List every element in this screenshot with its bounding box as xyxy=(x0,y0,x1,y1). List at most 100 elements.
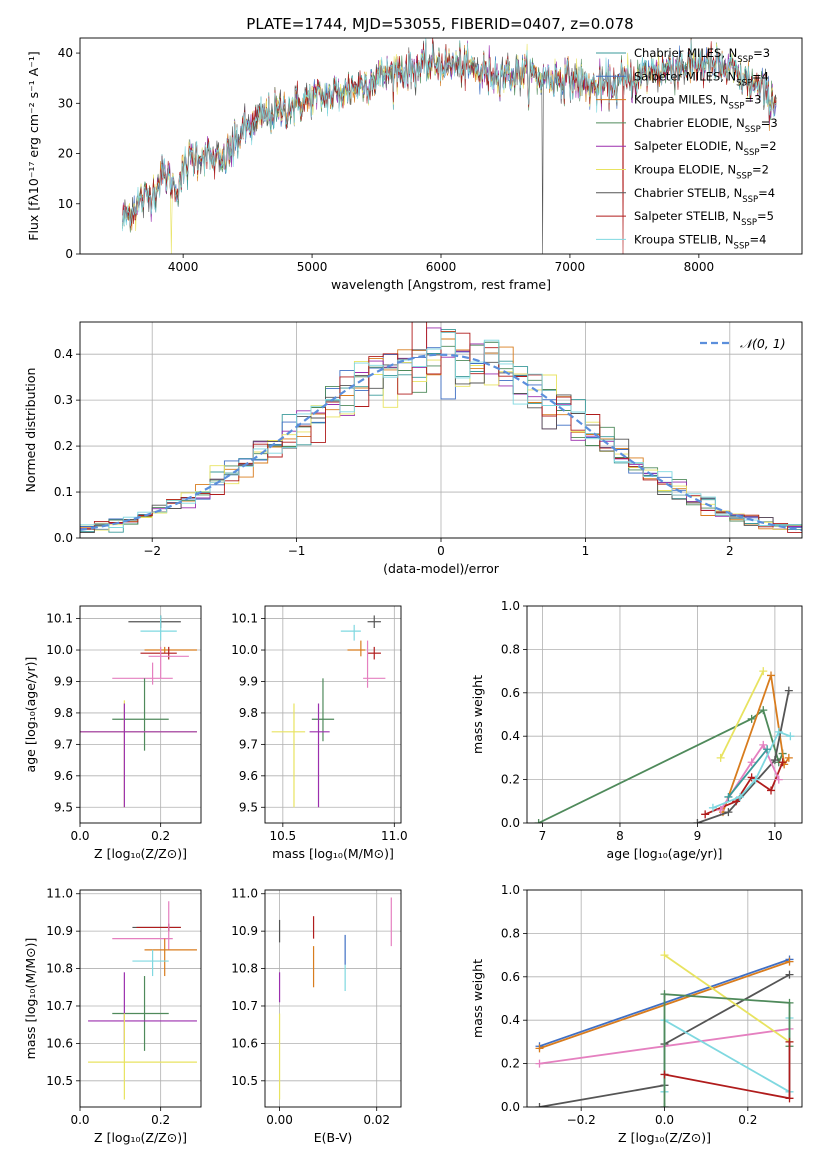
weight-marker xyxy=(660,990,669,999)
errorbar-point xyxy=(80,700,197,808)
weight-marker xyxy=(784,686,793,695)
errorbar-point xyxy=(112,901,173,950)
weight-series-line xyxy=(697,690,790,823)
y-tick-label: 0.6 xyxy=(501,970,520,984)
axes-frame xyxy=(526,889,803,1108)
axes-frame xyxy=(79,605,202,824)
y-tick-label: 40 xyxy=(58,46,73,60)
weight-marker xyxy=(767,671,776,680)
weight-series-line xyxy=(664,1041,791,1100)
plot-area xyxy=(535,951,794,1107)
weight-marker xyxy=(784,753,793,762)
x-tick-label: 0.02 xyxy=(363,1113,390,1127)
plot-area xyxy=(80,615,197,808)
weight-series-line xyxy=(538,708,784,823)
x-axis-label: mass [log₁₀(M/M⊙)] xyxy=(272,846,394,861)
weight-marker xyxy=(759,706,768,715)
errorbar-point xyxy=(140,615,177,641)
y-tick-label: 0.0 xyxy=(54,531,73,545)
y-tick-label: 0.4 xyxy=(501,1013,520,1027)
weight-series-line xyxy=(722,675,790,813)
y-axis-label: mass weight xyxy=(470,675,485,754)
plot-area xyxy=(80,322,802,533)
x-tick-label: 0.00 xyxy=(266,1113,293,1127)
weight-marker xyxy=(785,970,794,979)
y-tick-label: 9.8 xyxy=(54,706,73,720)
y-tick-label: 10 xyxy=(58,197,73,211)
plot-area xyxy=(271,615,386,808)
spectrum-line xyxy=(122,38,777,233)
y-tick-label: 0 xyxy=(65,247,73,261)
y-tick-label: 11.0 xyxy=(231,887,258,901)
y-tick-label: 10.8 xyxy=(46,962,73,976)
axes-frame xyxy=(79,889,202,1108)
x-tick-label: 0 xyxy=(437,544,445,558)
legend-label: Chabrier ELODIE, NSSP=3 xyxy=(634,116,778,135)
figure-title: PLATE=1744, MJD=53055, FIBERID=0407, z=0… xyxy=(246,15,633,33)
legend-entry: Salpeter ELODIE, NSSP=2 xyxy=(596,139,777,158)
y-tick-label: 10.0 xyxy=(231,643,258,657)
errorbar-point xyxy=(340,624,361,641)
panel-weight-vs-Z: −0.2 0.0 0.2 0.0 0.2 0.4 0.6 0.8 1.0 Z [log₁₀(Z/Z… xyxy=(470,883,803,1145)
x-tick-label: 4000 xyxy=(168,260,199,274)
weight-marker xyxy=(774,727,783,736)
errorbar-point xyxy=(128,615,181,629)
legend-entry: 𝒩(0, 1) xyxy=(700,336,786,351)
panel-weight-vs-age: 7 8 9 10 0.0 0.2 0.4 0.6 0.8 1.0 age [log₁₀(age/yr… xyxy=(470,599,803,861)
weight-marker xyxy=(770,756,779,765)
legend-label: Chabrier STELIB, NSSP=4 xyxy=(634,186,775,205)
x-tick-label: 8000 xyxy=(684,260,715,274)
weight-marker xyxy=(660,1103,669,1107)
y-tick-label: 10.5 xyxy=(231,1074,258,1088)
x-tick-label: 7000 xyxy=(555,260,586,274)
legend-entry: Chabrier ELODIE, NSSP=3 xyxy=(596,116,778,135)
errorbar-point xyxy=(367,646,381,660)
panels: 4000 5000 6000 7000 8000010203040wavelength … xyxy=(23,37,803,1145)
y-tick-label: 0.3 xyxy=(54,393,73,407)
errorbar-point xyxy=(347,640,366,657)
weight-marker xyxy=(660,951,669,960)
errorbar-point xyxy=(271,703,306,808)
x-tick-label: 6000 xyxy=(426,260,457,274)
panel-mass-vs-EBV: 0.00 0.02 10.5 10.6 10.7 10.8 10.9 11.0 E(B-V) xyxy=(231,887,402,1145)
errorbar-point xyxy=(144,938,197,977)
y-tick-label: 30 xyxy=(58,96,73,110)
errorbar-point xyxy=(136,923,181,932)
x-tick-label: −0.2 xyxy=(567,1113,596,1127)
x-tick-label: −2 xyxy=(143,544,161,558)
legend-label: Kroupa MILES, NSSP=3 xyxy=(634,93,761,112)
axes-frame xyxy=(264,605,402,824)
errorbar-point xyxy=(311,678,335,742)
weight-series-line xyxy=(727,748,768,798)
weight-marker xyxy=(724,792,733,801)
y-tick-label: 10.1 xyxy=(231,612,258,626)
y-tick-label: 1.0 xyxy=(501,599,520,613)
panel-spectrum: 4000 5000 6000 7000 8000 0 10 20 30 40 wavelength … xyxy=(26,37,803,292)
errorbar-point xyxy=(367,615,381,629)
weight-series-line xyxy=(719,670,765,759)
x-axis-label: Z [log₁₀(Z/Z⊙)] xyxy=(94,846,187,861)
y-tick-label: 9.8 xyxy=(239,706,258,720)
errorbar-point xyxy=(112,976,169,1051)
plot-area xyxy=(122,38,777,254)
weight-marker xyxy=(759,667,768,676)
y-tick-label: 0.6 xyxy=(501,686,520,700)
y-tick-label: 0.1 xyxy=(54,485,73,499)
weight-marker xyxy=(693,819,702,823)
weight-marker xyxy=(785,1094,794,1103)
weight-marker xyxy=(716,805,725,814)
panel-mass-vs-Z: 0.0 0.2 10.5 10.6 10.7 10.8 10.9 11.0 Z [log₁₀(Z… xyxy=(23,887,202,1145)
weight-marker xyxy=(786,732,795,741)
legend-entry: Kroupa MILES, NSSP=3 xyxy=(596,93,761,112)
weight-marker xyxy=(785,1037,794,1046)
x-tick-label: 2 xyxy=(726,544,734,558)
y-tick-label: 10.1 xyxy=(46,612,73,626)
x-tick-label: 0.2 xyxy=(151,1113,170,1127)
y-tick-label: 9.9 xyxy=(239,674,258,688)
y-tick-label: 0.2 xyxy=(501,1057,520,1071)
y-tick-label: 0.4 xyxy=(501,729,520,743)
y-tick-label: 0.2 xyxy=(54,439,73,453)
weight-marker xyxy=(785,957,794,966)
panel-age-vs-Z: 0.0 0.2 9.5 9.6 9.7 9.8 9.9 10.0 10.1 Z [log₁₀(Z/… xyxy=(23,605,202,861)
x-tick-label: 7 xyxy=(539,829,547,843)
